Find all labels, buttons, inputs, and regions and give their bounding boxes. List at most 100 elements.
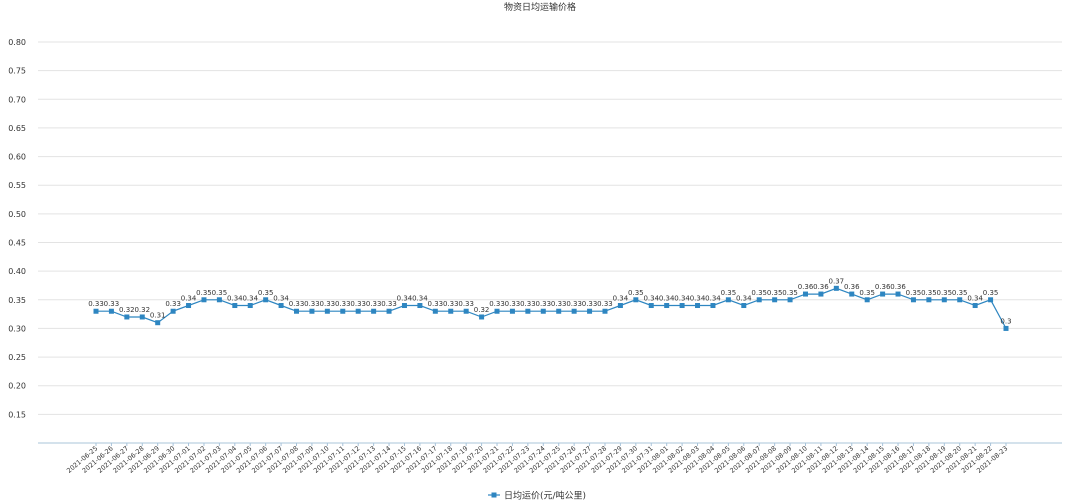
data-label: 0.35 [767, 289, 783, 297]
data-point [895, 291, 901, 297]
data-point [864, 297, 870, 303]
data-label: 0.35 [628, 289, 644, 297]
data-label: 0.35 [921, 289, 937, 297]
y-tick-label: 0.65 [8, 124, 26, 133]
data-label: 0.34 [613, 295, 629, 303]
y-tick-label: 0.80 [8, 38, 26, 47]
data-label: 0.35 [983, 289, 999, 297]
data-point [525, 308, 531, 314]
data-label: 0.33 [505, 300, 521, 308]
x-axis: 2021-06-252021-06-262021-06-272021-06-28… [65, 443, 1009, 475]
legend-label: 日均运价(元/吨公里) [504, 490, 586, 502]
data-label: 0.33 [597, 300, 613, 308]
data-label: 0.34 [397, 295, 413, 303]
data-label: 0.35 [859, 289, 875, 297]
data-label: 0.33 [350, 300, 366, 308]
data-point [988, 297, 994, 303]
data-point [309, 308, 315, 314]
y-tick-label: 0.15 [8, 410, 26, 419]
y-tick-label: 0.30 [8, 324, 26, 333]
y-tick-label: 0.70 [8, 95, 26, 104]
data-label: 0.32 [119, 306, 135, 314]
data-label: 0.33 [458, 300, 474, 308]
data-point [201, 297, 207, 303]
data-point [263, 297, 269, 303]
data-point [633, 297, 639, 303]
y-tick-label: 0.25 [8, 353, 26, 362]
data-label: 0.37 [829, 277, 845, 285]
data-label: 0.33 [289, 300, 305, 308]
data-label: 0.34 [643, 295, 659, 303]
data-point [725, 297, 731, 303]
data-label: 0.31 [150, 312, 166, 320]
data-label: 0.32 [134, 306, 150, 314]
data-point [772, 297, 778, 303]
data-label: 0.33 [443, 300, 459, 308]
data-point [802, 291, 808, 297]
data-point [463, 308, 469, 314]
data-point [294, 308, 300, 314]
data-label: 0.34 [705, 295, 721, 303]
data-point [108, 308, 114, 314]
data-point [432, 308, 438, 314]
data-point [818, 291, 824, 297]
data-label: 0.33 [304, 300, 320, 308]
data-point [957, 297, 963, 303]
data-label: 0.33 [566, 300, 582, 308]
data-label: 0.34 [967, 295, 983, 303]
data-point [232, 303, 238, 309]
data-label: 0.34 [659, 295, 675, 303]
data-point [509, 308, 515, 314]
y-tick-label: 0.40 [8, 267, 26, 276]
data-label: 0.35 [212, 289, 228, 297]
data-point [139, 314, 145, 320]
data-label: 0.33 [489, 300, 505, 308]
data-label: 0.33 [582, 300, 598, 308]
data-label: 0.33 [366, 300, 382, 308]
data-point [910, 297, 916, 303]
data-point [371, 308, 377, 314]
data-point [479, 314, 485, 320]
data-labels: 0.33 0.330.32 0.320.310.330.340.35 0.350.34… [88, 277, 1011, 325]
data-label: 0.36 [890, 283, 906, 291]
data-point [756, 297, 762, 303]
data-point [340, 308, 346, 314]
y-tick-label: 0.35 [8, 296, 26, 305]
data-label: 0.35 [721, 289, 737, 297]
data-label: 0.33 [335, 300, 351, 308]
y-tick-label: 0.50 [8, 210, 26, 219]
data-point [941, 297, 947, 303]
data-label: 0.35 [937, 289, 953, 297]
data-label: 0.34 [674, 295, 690, 303]
legend: 日均运价(元/吨公里) [488, 490, 586, 502]
data-point [448, 308, 454, 314]
data-point [880, 291, 886, 297]
legend-marker [491, 492, 497, 498]
data-point [710, 303, 716, 309]
grid-lines [38, 41, 1062, 415]
y-tick-label: 0.55 [8, 181, 26, 190]
series-polyline [96, 287, 1007, 329]
data-label: 0.33 [535, 300, 551, 308]
data-label: 0.3 [1000, 317, 1011, 325]
data-point [972, 303, 978, 309]
data-point [216, 297, 222, 303]
data-point [247, 303, 253, 309]
data-point [355, 308, 361, 314]
data-point [587, 308, 593, 314]
data-label: 0.35 [751, 289, 767, 297]
data-point [278, 303, 284, 309]
y-tick-label: 0.60 [8, 153, 26, 162]
y-axis: 0.15 0.20 0.25 0.30 0.35 0.40 0.45 0.50 0.55 0.60… [8, 38, 26, 419]
data-label: 0.33 [88, 300, 104, 308]
data-point [556, 308, 562, 314]
data-label: 0.35 [906, 289, 922, 297]
data-point [833, 285, 839, 291]
data-label: 0.34 [690, 295, 706, 303]
y-tick-label: 0.20 [8, 382, 26, 391]
data-point [155, 320, 161, 326]
data-label: 0.36 [875, 283, 891, 291]
data-point [648, 303, 654, 309]
chart-title: 物资日均运输价格 [504, 1, 576, 13]
